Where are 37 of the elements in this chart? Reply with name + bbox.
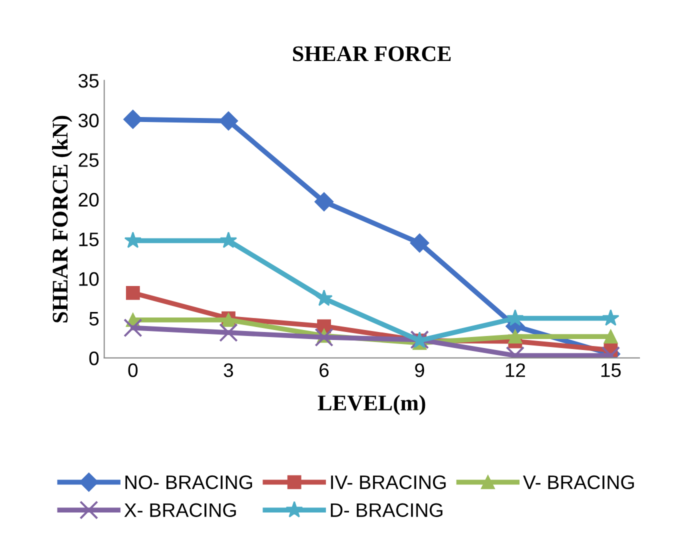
point — [410, 233, 430, 253]
y-tick-label: 5 — [89, 312, 99, 326]
point — [506, 309, 524, 326]
y-tick-label: 10 — [79, 272, 99, 286]
x-tick-label: 6 — [320, 363, 329, 378]
y-axis-title: SHEAR FORCE (kN) — [52, 116, 72, 322]
x-axis-title: LEVEL(m) — [318, 394, 426, 416]
point — [604, 330, 618, 344]
point — [314, 328, 334, 347]
point — [126, 286, 140, 300]
point — [218, 111, 238, 130]
y-tick-label: 30 — [78, 114, 99, 128]
point — [219, 323, 238, 342]
y-tick-label: 0 — [89, 351, 99, 366]
legend-label: X- BRACING — [124, 503, 236, 518]
legend-label: D- BRACING — [330, 503, 442, 518]
y-tick-label: 35 — [78, 74, 99, 88]
y-tick-label: 25 — [78, 153, 99, 167]
legend-label: IV- BRACING — [331, 475, 446, 490]
point — [602, 309, 620, 326]
point — [315, 289, 333, 306]
x-tick-label: 15 — [601, 364, 621, 378]
point — [124, 318, 142, 338]
point — [124, 232, 142, 248]
legend-label: NO- BRACING — [125, 475, 252, 490]
x-tick-label: 9 — [415, 363, 424, 378]
x-tick-label: 12 — [506, 363, 526, 377]
y-tick-label: 15 — [79, 232, 99, 246]
legend-label: V- BRACING — [523, 475, 634, 490]
y-tick-label: 20 — [78, 192, 99, 207]
point — [220, 232, 238, 248]
point — [508, 330, 522, 344]
chart-title: SHEAR FORCE — [293, 46, 451, 62]
x-tick-label: 0 — [128, 363, 138, 378]
point — [123, 110, 142, 129]
x-tick-label: 3 — [224, 363, 234, 378]
point — [314, 192, 334, 212]
